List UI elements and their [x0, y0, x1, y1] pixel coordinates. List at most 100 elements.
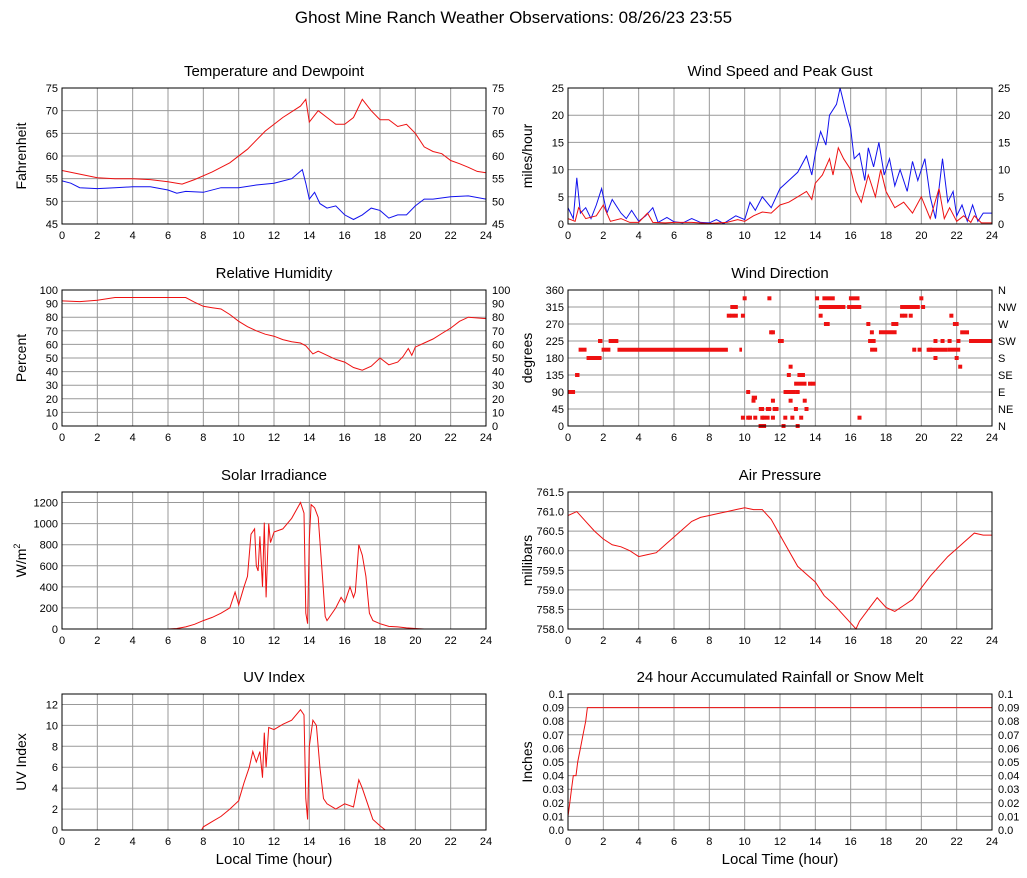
series-line [62, 168, 486, 221]
y-tick-label: 761.5 [536, 487, 564, 499]
x-tick-label: 6 [671, 836, 677, 848]
y-tick-label: 25 [552, 83, 564, 95]
y-tick-label: 55 [46, 174, 58, 186]
y-tick-label-right: S [998, 353, 1005, 365]
direction-point [795, 390, 800, 394]
y-tick-label-right: 60 [492, 151, 504, 163]
x-tick-label: 22 [445, 635, 457, 647]
x-tick-label: 14 [303, 836, 315, 848]
y-tick-label: 180 [546, 353, 564, 365]
x-tick-label: 2 [600, 432, 606, 444]
x-tick-label: 12 [268, 836, 280, 848]
y-tick-label: 0 [558, 421, 564, 433]
y-tick-label-right: 15 [998, 137, 1010, 149]
x-tick-label: 24 [986, 836, 998, 848]
direction-point [811, 381, 816, 386]
y-tick-label: 0.03 [543, 784, 564, 796]
direction-point [940, 339, 945, 343]
y-axis-label: UV Index [13, 733, 29, 791]
x-tick-label: 4 [636, 230, 642, 242]
y-tick-label: 0.02 [543, 798, 564, 810]
x-tick-label: 8 [200, 432, 206, 444]
y-tick-label-right: 0.05 [998, 757, 1019, 769]
x-tick-label: 0 [59, 635, 65, 647]
direction-point [958, 364, 963, 369]
direction-point [733, 313, 738, 318]
series-line [62, 501, 486, 630]
direction-point [740, 313, 745, 318]
y-tick-label-right: 70 [492, 106, 504, 118]
x-tick-label: 14 [303, 635, 315, 647]
plot-frame [567, 491, 993, 630]
y-tick-label-right: 20 [492, 394, 504, 406]
y-tick-label: 90 [46, 299, 58, 311]
y-tick-label: 758.5 [536, 604, 564, 616]
x-tick-label: 0 [565, 836, 571, 848]
plot-frame [61, 491, 487, 630]
x-tick-label: 22 [445, 230, 457, 242]
direction-point [947, 339, 952, 343]
x-tick-label: 16 [845, 230, 857, 242]
direction-point [730, 313, 735, 318]
x-tick-label: 24 [480, 230, 492, 242]
x-tick-label: 8 [200, 635, 206, 647]
y-tick-label-right: 60 [492, 339, 504, 351]
x-tick-label: 0 [59, 836, 65, 848]
x-axis-label: Local Time (hour) [722, 851, 839, 868]
y-tick-label: 0 [558, 219, 564, 231]
x-tick-label: 4 [130, 635, 136, 647]
x-tick-label: 4 [130, 836, 136, 848]
direction-point [933, 356, 938, 360]
y-tick-label-right: 55 [492, 174, 504, 186]
y-tick-label: 80 [46, 312, 58, 324]
y-tick-label: 60 [46, 339, 58, 351]
direction-point [753, 415, 758, 420]
direction-point [956, 339, 961, 343]
y-tick-label: 761.0 [536, 507, 564, 519]
x-tick-label: 18 [880, 230, 892, 242]
x-tick-label: 14 [303, 230, 315, 242]
y-tick-label-right: 30 [492, 380, 504, 392]
x-tick-label: 16 [339, 230, 351, 242]
y-tick-label: 20 [46, 394, 58, 406]
y-tick-label: 0 [52, 825, 58, 837]
y-tick-label: 760.5 [536, 526, 564, 538]
x-tick-label: 12 [774, 432, 786, 444]
page-title: Ghost Mine Ranch Weather Observations: 0… [294, 8, 733, 27]
y-tick-label: 1000 [34, 519, 58, 531]
x-tick-label: 0 [565, 635, 571, 647]
y-tick-label-right: 0 [998, 219, 1004, 231]
y-tick-label: 60 [46, 151, 58, 163]
y-tick-label: 225 [546, 336, 564, 348]
direction-point [802, 398, 807, 403]
y-tick-label: 45 [46, 219, 58, 231]
y-tick-label-right: NE [998, 404, 1013, 416]
direction-point [800, 373, 805, 377]
direction-point [783, 415, 788, 420]
chart-title: UV Index [243, 669, 305, 686]
x-tick-label: 18 [880, 836, 892, 848]
direction-point [762, 415, 767, 420]
y-tick-label-right: 20 [998, 110, 1010, 122]
direction-point [899, 313, 904, 318]
y-tick-label: 70 [46, 106, 58, 118]
x-tick-label: 6 [165, 836, 171, 848]
x-tick-label: 4 [130, 432, 136, 444]
x-tick-label: 6 [165, 432, 171, 444]
y-tick-label: 50 [46, 196, 58, 208]
y-tick-label: 0.04 [543, 771, 564, 783]
direction-point [790, 415, 795, 420]
x-axis-label: Local Time (hour) [216, 851, 333, 868]
series-line [568, 146, 992, 225]
x-tick-label: 10 [739, 836, 751, 848]
y-axis-label-superscript: 2 [12, 544, 22, 549]
y-tick-label: 2 [52, 804, 58, 816]
x-tick-label: 12 [268, 635, 280, 647]
y-tick-label: 0.07 [543, 730, 564, 742]
y-tick-label: 0.05 [543, 757, 564, 769]
direction-point [954, 356, 959, 360]
x-tick-label: 22 [951, 432, 963, 444]
direction-point [919, 296, 924, 301]
